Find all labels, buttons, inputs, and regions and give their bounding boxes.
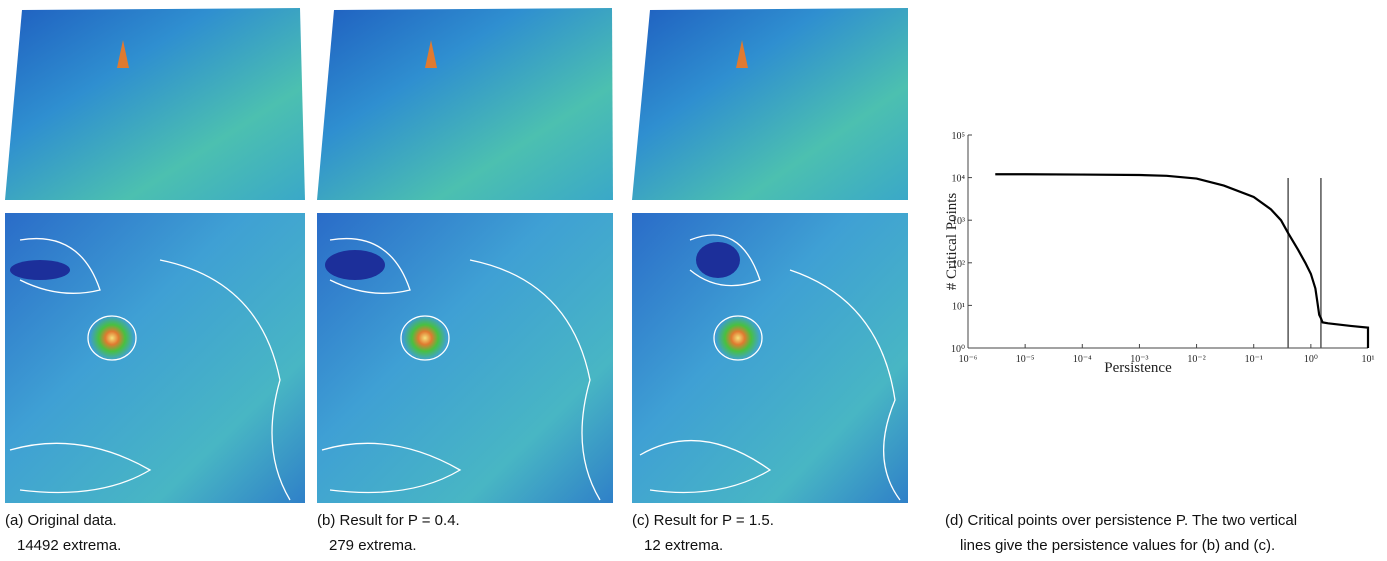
contour-map bbox=[632, 213, 908, 503]
x-tick-label: 10⁻⁵ bbox=[1016, 354, 1035, 365]
terrain-image bbox=[632, 8, 908, 200]
x-tick-label: 10⁻⁶ bbox=[959, 354, 978, 365]
images bbox=[5, 8, 908, 503]
y-tick-label: 10⁴ bbox=[952, 174, 966, 185]
caption-detail: 14492 extrema. bbox=[17, 537, 121, 554]
caption: (d) Critical points over persistence P. … bbox=[945, 512, 1297, 529]
terrain-image bbox=[5, 8, 305, 200]
captions: (a) Original data. 14492 extrema. (b) Resu… bbox=[5, 512, 1297, 554]
caption: (c) Result for P = 1.5. bbox=[632, 512, 774, 529]
eye bbox=[90, 316, 134, 360]
peak bbox=[736, 40, 748, 68]
x-tick-label: 10¹ bbox=[1362, 354, 1375, 365]
x-tick-label: 10⁻¹ bbox=[1245, 354, 1263, 365]
eye bbox=[716, 316, 760, 360]
low-region bbox=[696, 242, 740, 278]
x-axis-label: Persistence bbox=[1104, 360, 1172, 376]
caption: lines give the persistence values for (b… bbox=[960, 537, 1275, 554]
contours bbox=[9, 238, 291, 501]
eye bbox=[403, 316, 447, 360]
contours bbox=[639, 234, 901, 501]
caption: (a) Original data. bbox=[5, 512, 117, 529]
terrain-image bbox=[317, 8, 613, 200]
caption-detail: 279 extrema. bbox=[329, 537, 417, 554]
caption-detail: 12 extrema. bbox=[644, 537, 723, 554]
low-region bbox=[325, 250, 385, 280]
y-axis-label: # Critical Points bbox=[944, 193, 960, 291]
y-tick-label: 10² bbox=[952, 259, 965, 270]
peak bbox=[425, 40, 437, 68]
y-tick-label: 10¹ bbox=[952, 301, 965, 312]
caption: (b) Result for P = 0.4. bbox=[317, 512, 460, 529]
x-tick-label: 10⁻³ bbox=[1130, 354, 1148, 365]
y-tick-label: 10⁰ bbox=[951, 344, 965, 355]
low-region bbox=[10, 260, 70, 280]
x-tick-label: 10⁻⁴ bbox=[1073, 354, 1092, 365]
y-tick-label: 10⁵ bbox=[952, 131, 966, 142]
y-tick-label: 10³ bbox=[952, 216, 965, 227]
contours bbox=[321, 238, 601, 501]
peak bbox=[117, 40, 129, 68]
contour-map bbox=[5, 213, 305, 503]
x-tick-label: 10⁻² bbox=[1187, 354, 1205, 365]
data-line bbox=[995, 173, 1370, 348]
x-tick-label: 10⁰ bbox=[1304, 354, 1318, 365]
chart: 10⁻⁶ 10⁻⁵ 10⁻⁴ 10⁻³ 10⁻² 10⁻¹ 10⁰ 10¹ 10⁰ 10¹ 10² 1… bbox=[944, 131, 1375, 376]
